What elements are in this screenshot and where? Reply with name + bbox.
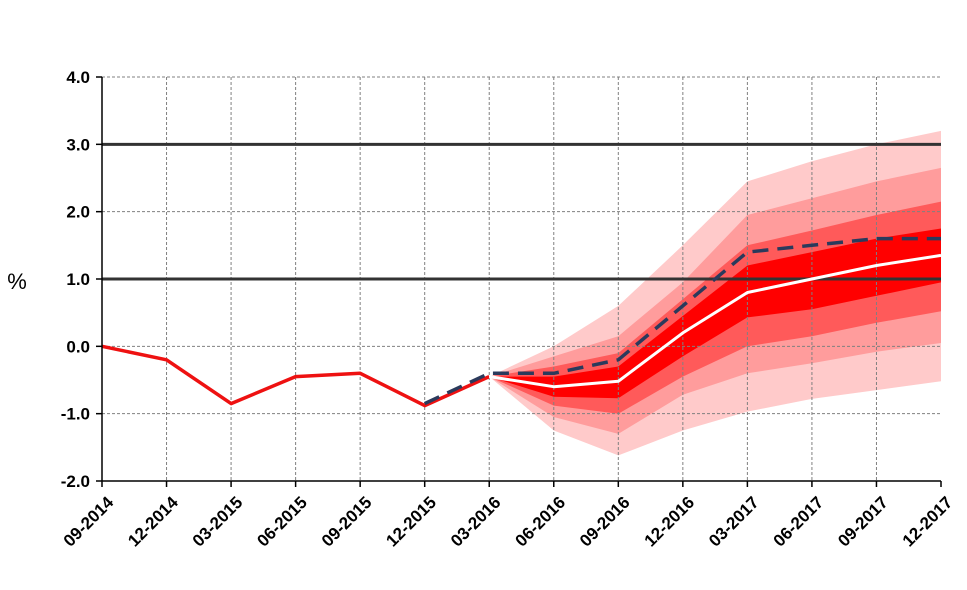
x-tick-label: 12-2015 bbox=[382, 493, 440, 551]
y-tick-label: 4.0 bbox=[66, 68, 90, 87]
y-tick-label: -2.0 bbox=[61, 472, 90, 491]
x-tick-label: 09-2014 bbox=[60, 492, 118, 550]
y-axis-label: % bbox=[7, 269, 27, 294]
x-tick-label: 03-2017 bbox=[705, 493, 763, 551]
x-tick-label: 03-2016 bbox=[447, 493, 505, 551]
x-tick-label: 09-2015 bbox=[318, 493, 376, 551]
y-tick-label: 0.0 bbox=[66, 337, 90, 356]
fan-bands bbox=[489, 130, 941, 456]
y-tick-label: -1.0 bbox=[61, 405, 90, 424]
x-tick-label: 06-2017 bbox=[770, 493, 828, 551]
reference-lines bbox=[102, 142, 941, 281]
historical-line bbox=[101, 344, 490, 408]
x-tick-label: 12-2017 bbox=[899, 493, 957, 551]
x-tick-label: 06-2016 bbox=[512, 493, 570, 551]
x-tick-labels: 09-2014 12-2014 03-2015 06-2015 09-2015 12-20… bbox=[60, 492, 957, 550]
y-tick-labels: -2.0 -1.0 0.0 1.0 2.0 3.0 4.0 bbox=[61, 68, 90, 491]
x-tick-label: 06-2015 bbox=[253, 493, 311, 551]
y-tick-label: 1.0 bbox=[66, 270, 90, 289]
y-tick-label: 2.0 bbox=[66, 203, 90, 222]
y-tick-label: 3.0 bbox=[66, 135, 90, 154]
x-tick-label: 12-2014 bbox=[124, 492, 182, 550]
x-tick-label: 09-2017 bbox=[834, 493, 892, 551]
central-line bbox=[488, 253, 942, 389]
x-tick-label: 12-2016 bbox=[641, 493, 699, 551]
series-lines bbox=[101, 236, 942, 408]
x-tick-label: 09-2016 bbox=[576, 493, 634, 551]
alternative-line bbox=[423, 236, 941, 406]
axes bbox=[96, 76, 942, 487]
x-tick-label: 03-2015 bbox=[189, 493, 247, 551]
